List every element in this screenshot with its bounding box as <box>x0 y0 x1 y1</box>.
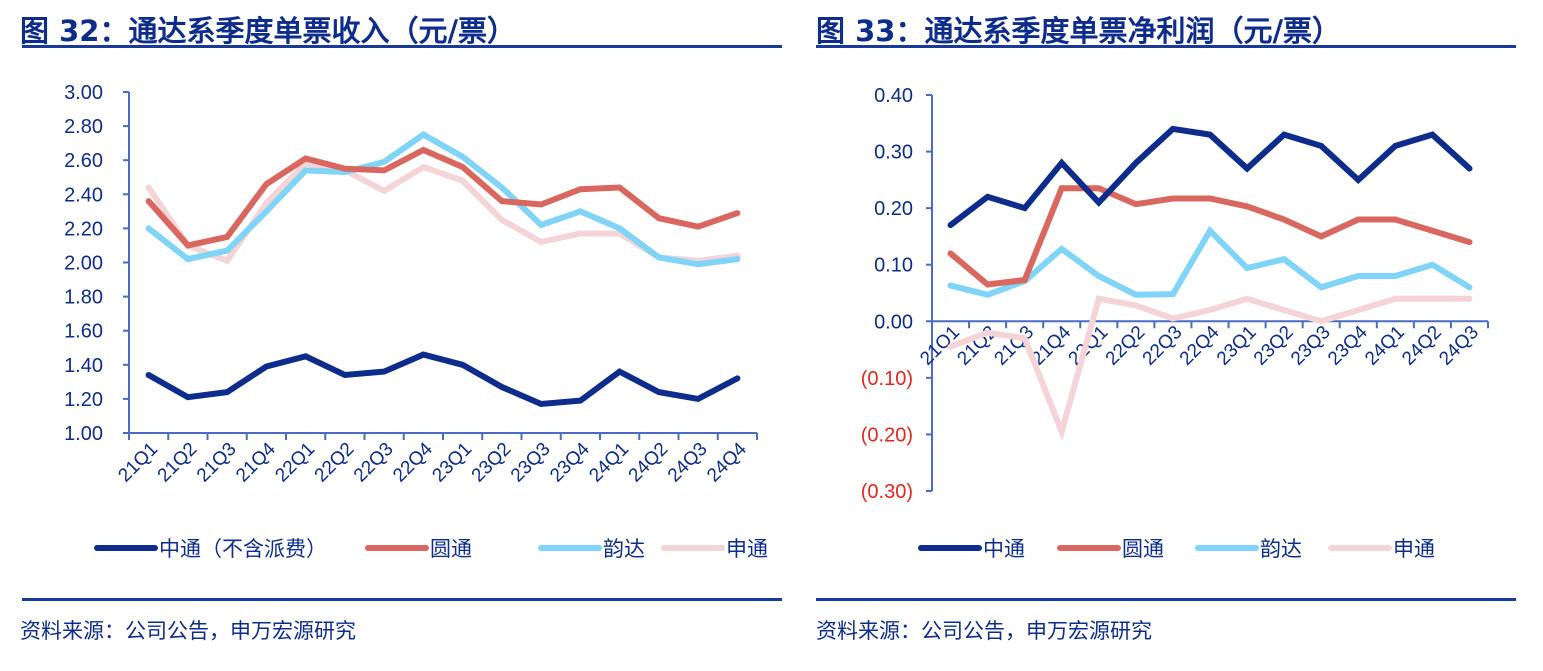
y-tick-label: 1.60 <box>64 321 103 343</box>
figure-33-source: 资料来源：公司公告，申万宏源研究 <box>816 619 1152 643</box>
legend-label: 韵达 <box>1260 537 1302 561</box>
x-category-label: 22Q2 <box>311 439 359 487</box>
figure-32-panel: 图 32：通达系季度单票收入（元/票） 3.00 2.80 2.60 2.40 2.20… <box>20 14 782 643</box>
figure-32-top-rule <box>22 45 782 48</box>
x-category-label: 23Q2 <box>1250 322 1298 370</box>
x-category-label: 24Q3 <box>1435 322 1483 370</box>
x-category-label: 23Q2 <box>468 439 516 487</box>
x-category-label: 21Q2 <box>154 439 202 487</box>
series-line-0 <box>145 351 741 408</box>
figure-32-chart: 3.00 2.80 2.60 2.40 2.20 2.00 1.80 1.60 1.40 1.20… <box>64 82 768 561</box>
x-category-label: 23Q3 <box>507 439 555 487</box>
figure-32-title: 图 32：通达系季度单票收入（元/票） <box>20 14 517 48</box>
legend-label: 中通 <box>983 537 1025 561</box>
figure-33-top-rule <box>816 45 1516 48</box>
x-category-label: 21Q3 <box>193 439 241 487</box>
y-tick-label: 2.00 <box>64 253 103 275</box>
x-category-label: 24Q1 <box>1361 322 1409 370</box>
y-tick-label: 0.20 <box>874 198 913 220</box>
x-category-label: 24Q2 <box>1398 322 1446 370</box>
x-category-label: 23Q4 <box>1324 322 1372 370</box>
x-category-label: 22Q4 <box>1176 322 1224 370</box>
x-category-label: 21Q4 <box>232 438 280 486</box>
y-tick-label: 2.20 <box>64 218 103 240</box>
x-category-label: 24Q3 <box>664 439 712 487</box>
y-tick-label: 2.40 <box>64 184 103 206</box>
x-category-label: 21Q3 <box>990 322 1038 370</box>
x-category-label: 22Q4 <box>389 438 437 486</box>
legend-label: 韵达 <box>603 537 645 561</box>
x-category-label: 24Q2 <box>625 439 673 487</box>
x-category-label: 22Q1 <box>271 439 319 487</box>
x-category-label: 23Q3 <box>1287 322 1335 370</box>
x-category-label: 23Q1 <box>428 439 476 487</box>
x-category-label: 21Q1 <box>114 439 162 487</box>
figure-33-panel: 图 33：通达系季度单票净利润（元/票） 0.40 0.30 0.20 0.10 0.0… <box>800 0 1543 671</box>
y-tick-label: 0.00 <box>874 311 913 333</box>
y-tick-label: 1.80 <box>64 287 103 309</box>
legend-label: 申通 <box>726 537 768 561</box>
series-line-2 <box>145 131 741 268</box>
series-line-2 <box>947 225 1473 298</box>
series-line-3 <box>947 295 1473 441</box>
y-tick-label: (0.30) <box>861 481 913 503</box>
x-category-label: 23Q1 <box>1213 322 1261 370</box>
x-category-label: 22Q3 <box>350 439 398 487</box>
y-tick-label: 1.40 <box>64 355 103 377</box>
y-tick-label: 2.60 <box>64 150 103 172</box>
x-category-label: 22Q3 <box>1139 322 1187 370</box>
figure-33-chart: 0.40 0.30 0.20 0.10 0.00 (0.10) (0.20) (0.30) 21… <box>861 85 1489 561</box>
y-tick-label: 0.10 <box>874 255 913 277</box>
x-category-label: 24Q1 <box>585 439 633 487</box>
y-tick-label: (0.20) <box>861 424 913 446</box>
figure-33-title: 图 33：通达系季度单票净利润（元/票） <box>816 14 1342 48</box>
y-tick-label: 0.40 <box>874 85 913 107</box>
y-tick-label: (0.10) <box>861 368 913 390</box>
figure-32-bottom-rule <box>22 598 782 601</box>
y-tick-label: 1.00 <box>64 423 103 445</box>
legend-label: 申通 <box>1393 537 1435 561</box>
legend-label: 中通（不含派费） <box>159 537 327 561</box>
y-tick-label: 3.00 <box>64 82 103 104</box>
figure-32-source: 资料来源：公司公告，申万宏源研究 <box>20 619 356 643</box>
x-category-label: 23Q4 <box>546 438 594 486</box>
x-category-label: 22Q2 <box>1102 322 1150 370</box>
series-line-1 <box>145 146 741 249</box>
legend-label: 圆通 <box>1122 537 1164 561</box>
series-line-0 <box>947 125 1473 229</box>
y-tick-label: 1.20 <box>64 389 103 411</box>
legend-label: 圆通 <box>430 537 472 561</box>
y-tick-label: 0.30 <box>874 142 913 164</box>
x-category-label: 24Q4 <box>703 438 751 486</box>
y-tick-label: 2.80 <box>64 116 103 138</box>
figure-33-bottom-rule <box>816 598 1516 601</box>
